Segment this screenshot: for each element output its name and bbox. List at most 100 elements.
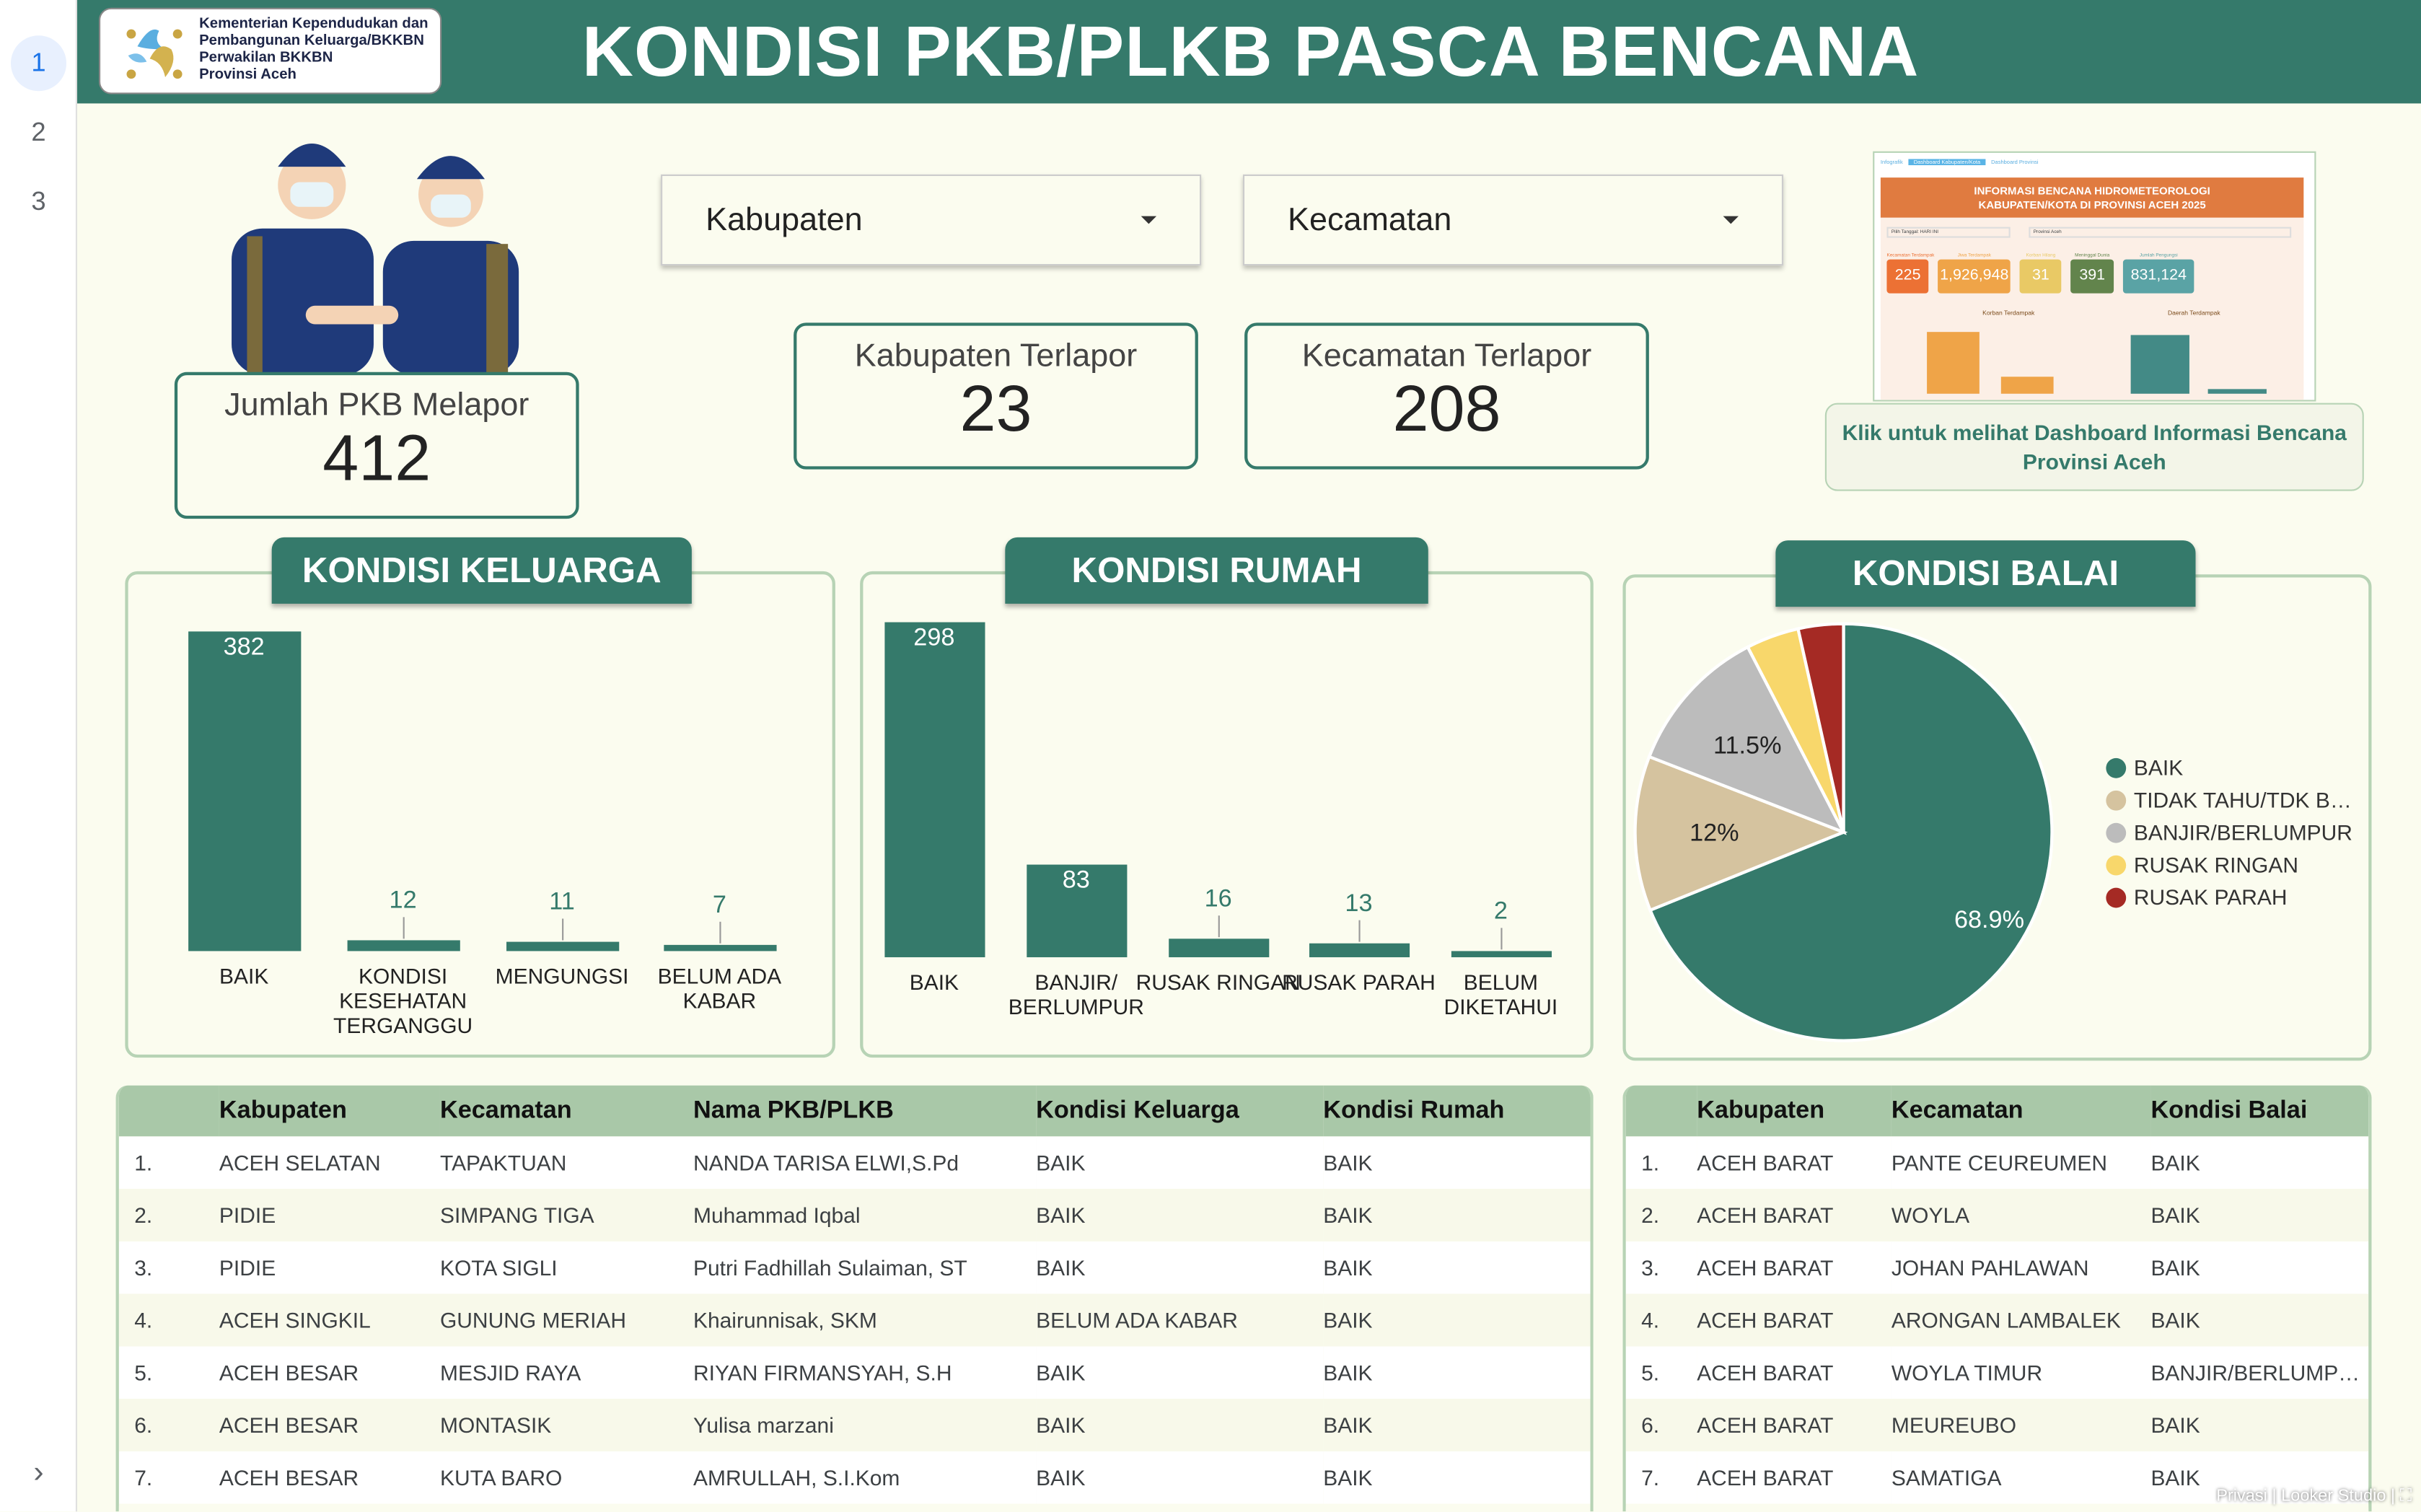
table-cell: ACEH BARAT: [1697, 1136, 1891, 1190]
bar[interactable]: [663, 944, 776, 951]
kecamatan-dropdown-label: Kecamatan: [1288, 202, 1452, 238]
table-cell: ACEH BESAR: [219, 1346, 440, 1399]
table-row[interactable]: 3. PIDIE KOTA SIGLI Putri Fadhillah Sulaima…: [118, 1241, 1591, 1294]
table-cell: PIDIE: [219, 1189, 440, 1241]
chevron-right-icon[interactable]: ›: [33, 1456, 44, 1490]
table-cell: ACEH BARAT: [1697, 1346, 1891, 1399]
bar[interactable]: [1450, 951, 1551, 957]
table-cell: 3.: [118, 1241, 219, 1294]
scorecard-label: Kecamatan Terlapor: [1301, 338, 1592, 374]
thumb-title: INFORMASI BENCANA HIDROMETEOROLOGI: [1974, 186, 2210, 198]
bar[interactable]: [346, 941, 460, 951]
table-cell: 1.: [118, 1136, 219, 1190]
page-2-button[interactable]: 2: [31, 117, 46, 147]
table-cell: BAIK: [1323, 1451, 1591, 1504]
kecamatan-dropdown[interactable]: Kecamatan: [1242, 174, 1784, 266]
table-row[interactable]: 7. ACEH BARAT SAMATIGA BAIK: [1625, 1451, 2369, 1504]
column-header[interactable]: Kondisi Keluarga: [1036, 1085, 1324, 1137]
bar[interactable]: [884, 622, 985, 957]
bar[interactable]: [505, 941, 619, 951]
table-cell: WOYLA: [1891, 1189, 2151, 1241]
table-cell: BAIK: [1036, 1399, 1324, 1451]
table-row[interactable]: 6. ACEH BESAR MONTASIK Yulisa marzani BAIK BA…: [118, 1399, 1591, 1451]
caret-down-icon: [1141, 216, 1157, 224]
table-row[interactable]: 2. ACEH BARAT WOYLA BAIK: [1625, 1189, 2369, 1241]
table-cell: 7.: [1625, 1451, 1697, 1504]
kabupaten-dropdown[interactable]: Kabupaten: [661, 174, 1202, 266]
table-cell: BAIK: [1323, 1189, 1591, 1241]
thumb-kpi-label: Kecamatan Terdampak: [1886, 251, 1935, 258]
pkb-table: Kabupaten Kecamatan Nama PKB/PLKB Kondisi K…: [115, 1085, 1594, 1512]
value-leader-line: [1218, 915, 1220, 938]
table-cell: RIYAN FIRMANSYAH, S.H: [693, 1346, 1037, 1399]
column-header[interactable]: Kondisi Rumah: [1323, 1085, 1591, 1137]
pie-slice[interactable]: [1633, 755, 1848, 913]
table-cell: BAIK: [1036, 1189, 1324, 1241]
column-header[interactable]: [118, 1085, 219, 1137]
category-label: RUSAK RINGAN: [1135, 970, 1301, 995]
column-header[interactable]: Kabupaten: [219, 1085, 440, 1137]
table-cell: ACEH SELATAN: [219, 1136, 440, 1190]
column-header[interactable]: [1625, 1085, 1697, 1137]
value-leader-line: [562, 918, 564, 941]
table-row[interactable]: 4. ACEH BARAT ARONGAN LAMBALEK BAIK: [1625, 1293, 2369, 1347]
legend-label: TIDAK TAHU/TDK B…: [2133, 787, 2352, 812]
fullscreen-exit-icon[interactable]: ⛶: [2399, 1487, 2412, 1506]
thumb-filter: Provinsi Aceh: [2029, 227, 2292, 238]
table-row[interactable]: 1. ACEH BARAT PANTE CEUREUMEN BAIK: [1625, 1136, 2369, 1190]
table-cell: BAIK: [1323, 1346, 1591, 1399]
pie-slice-label: 68.9%: [1954, 906, 2024, 933]
table-row[interactable]: 1. ACEH SELATAN TAPAKTUAN NANDA TARISA ELWI…: [118, 1136, 1591, 1190]
table-row[interactable]: 7. ACEH BESAR KUTA BARO AMRULLAH, S.I.Kom BA…: [118, 1451, 1591, 1504]
logo-text-line: Kementerian Kependudukan dan: [199, 15, 429, 32]
column-header[interactable]: Kecamatan: [1891, 1085, 2151, 1137]
column-header[interactable]: Kondisi Balai: [2150, 1085, 2369, 1137]
table-cell: SAMATIGA: [1891, 1451, 2151, 1504]
thumb-kpi-value: 1,926,948: [1938, 259, 2011, 294]
open-dashboard-link[interactable]: Klik untuk melihat Dashboard Informasi B…: [1824, 403, 2364, 491]
table-row[interactable]: 6. ACEH BARAT MEUREUBO BAIK: [1625, 1399, 2369, 1451]
page-1-button[interactable]: 1: [10, 35, 67, 92]
thumb-kpi: Kecamatan Terdampak 225: [1886, 251, 1935, 294]
table-cell: MONTASIK: [439, 1399, 693, 1451]
table-row[interactable]: 4. ACEH SINGKIL GUNUNG MERIAH Khairunnisak,…: [118, 1293, 1591, 1347]
column-header[interactable]: Nama PKB/PLKB: [693, 1085, 1037, 1137]
legend-item[interactable]: RUSAK RINGAN: [2106, 852, 2298, 877]
pie-slice[interactable]: [1796, 622, 1845, 833]
column-header[interactable]: Kabupaten: [1697, 1085, 1891, 1137]
table-row[interactable]: 5. ACEH BARAT WOYLA TIMUR BANJIR/BERLUMP…: [1625, 1346, 2369, 1399]
caption-line: Provinsi Aceh: [2022, 449, 2166, 475]
bar[interactable]: [188, 631, 301, 951]
pie-slice[interactable]: [1647, 645, 1847, 835]
logo-text-line: Provinsi Aceh: [199, 66, 296, 84]
column-header[interactable]: Kecamatan: [439, 1085, 693, 1137]
table-row[interactable]: 2. PIDIE SIMPANG TIGA Muhammad Iqbal BAIK BAI…: [118, 1189, 1591, 1241]
table-cell: Yulisa marzani: [693, 1399, 1037, 1451]
dashboard-thumbnail[interactable]: Infografik Dashboard Kabupaten/Kota Dash…: [1873, 151, 2316, 402]
category-label: BAIK: [909, 970, 959, 995]
table-cell: 4.: [118, 1293, 219, 1347]
privacy-link[interactable]: Privasi: [2216, 1487, 2267, 1506]
logo-emblem-icon: [126, 29, 183, 79]
table-row[interactable]: 5. ACEH BESAR MESJID RAYA RIYAN FIRMANSYAH,…: [118, 1346, 1591, 1399]
thumb-kpi: Meninggal Dunia 391: [2070, 252, 2114, 294]
bar[interactable]: [1308, 942, 1410, 957]
table-cell: 6.: [118, 1399, 219, 1451]
table-cell: KOTA SIGLI: [439, 1241, 693, 1294]
bar[interactable]: [1026, 863, 1127, 957]
looker-studio-link[interactable]: Looker Studio: [2281, 1487, 2386, 1506]
table-row[interactable]: 3. ACEH BARAT JOHAN PAHLAWAN BAIK: [1625, 1241, 2369, 1294]
pie-slice[interactable]: [1648, 622, 2054, 1042]
jumlah-pkb-scorecard: Jumlah PKB Melapor 412: [174, 372, 579, 519]
page-3-button[interactable]: 3: [31, 186, 46, 216]
bar[interactable]: [1168, 939, 1269, 957]
legend-item[interactable]: BANJIR/BERLUMPUR: [2106, 819, 2352, 845]
balai-table: Kabupaten Kecamatan Kondisi Balai 1. ACEH BA…: [1622, 1085, 2372, 1512]
legend-item[interactable]: TIDAK TAHU/TDK B…: [2106, 787, 2352, 812]
legend-item[interactable]: RUSAK PARAH: [2106, 884, 2287, 910]
kondisi-rumah-title: KONDISI RUMAH: [1005, 537, 1428, 604]
table-cell: BAIK: [2150, 1136, 2369, 1190]
scorecard-value: 412: [322, 421, 431, 494]
thumb-kpi: Jiwa Terdampak 1,926,948: [1938, 252, 2011, 294]
legend-item[interactable]: BAIK: [2106, 755, 2183, 780]
